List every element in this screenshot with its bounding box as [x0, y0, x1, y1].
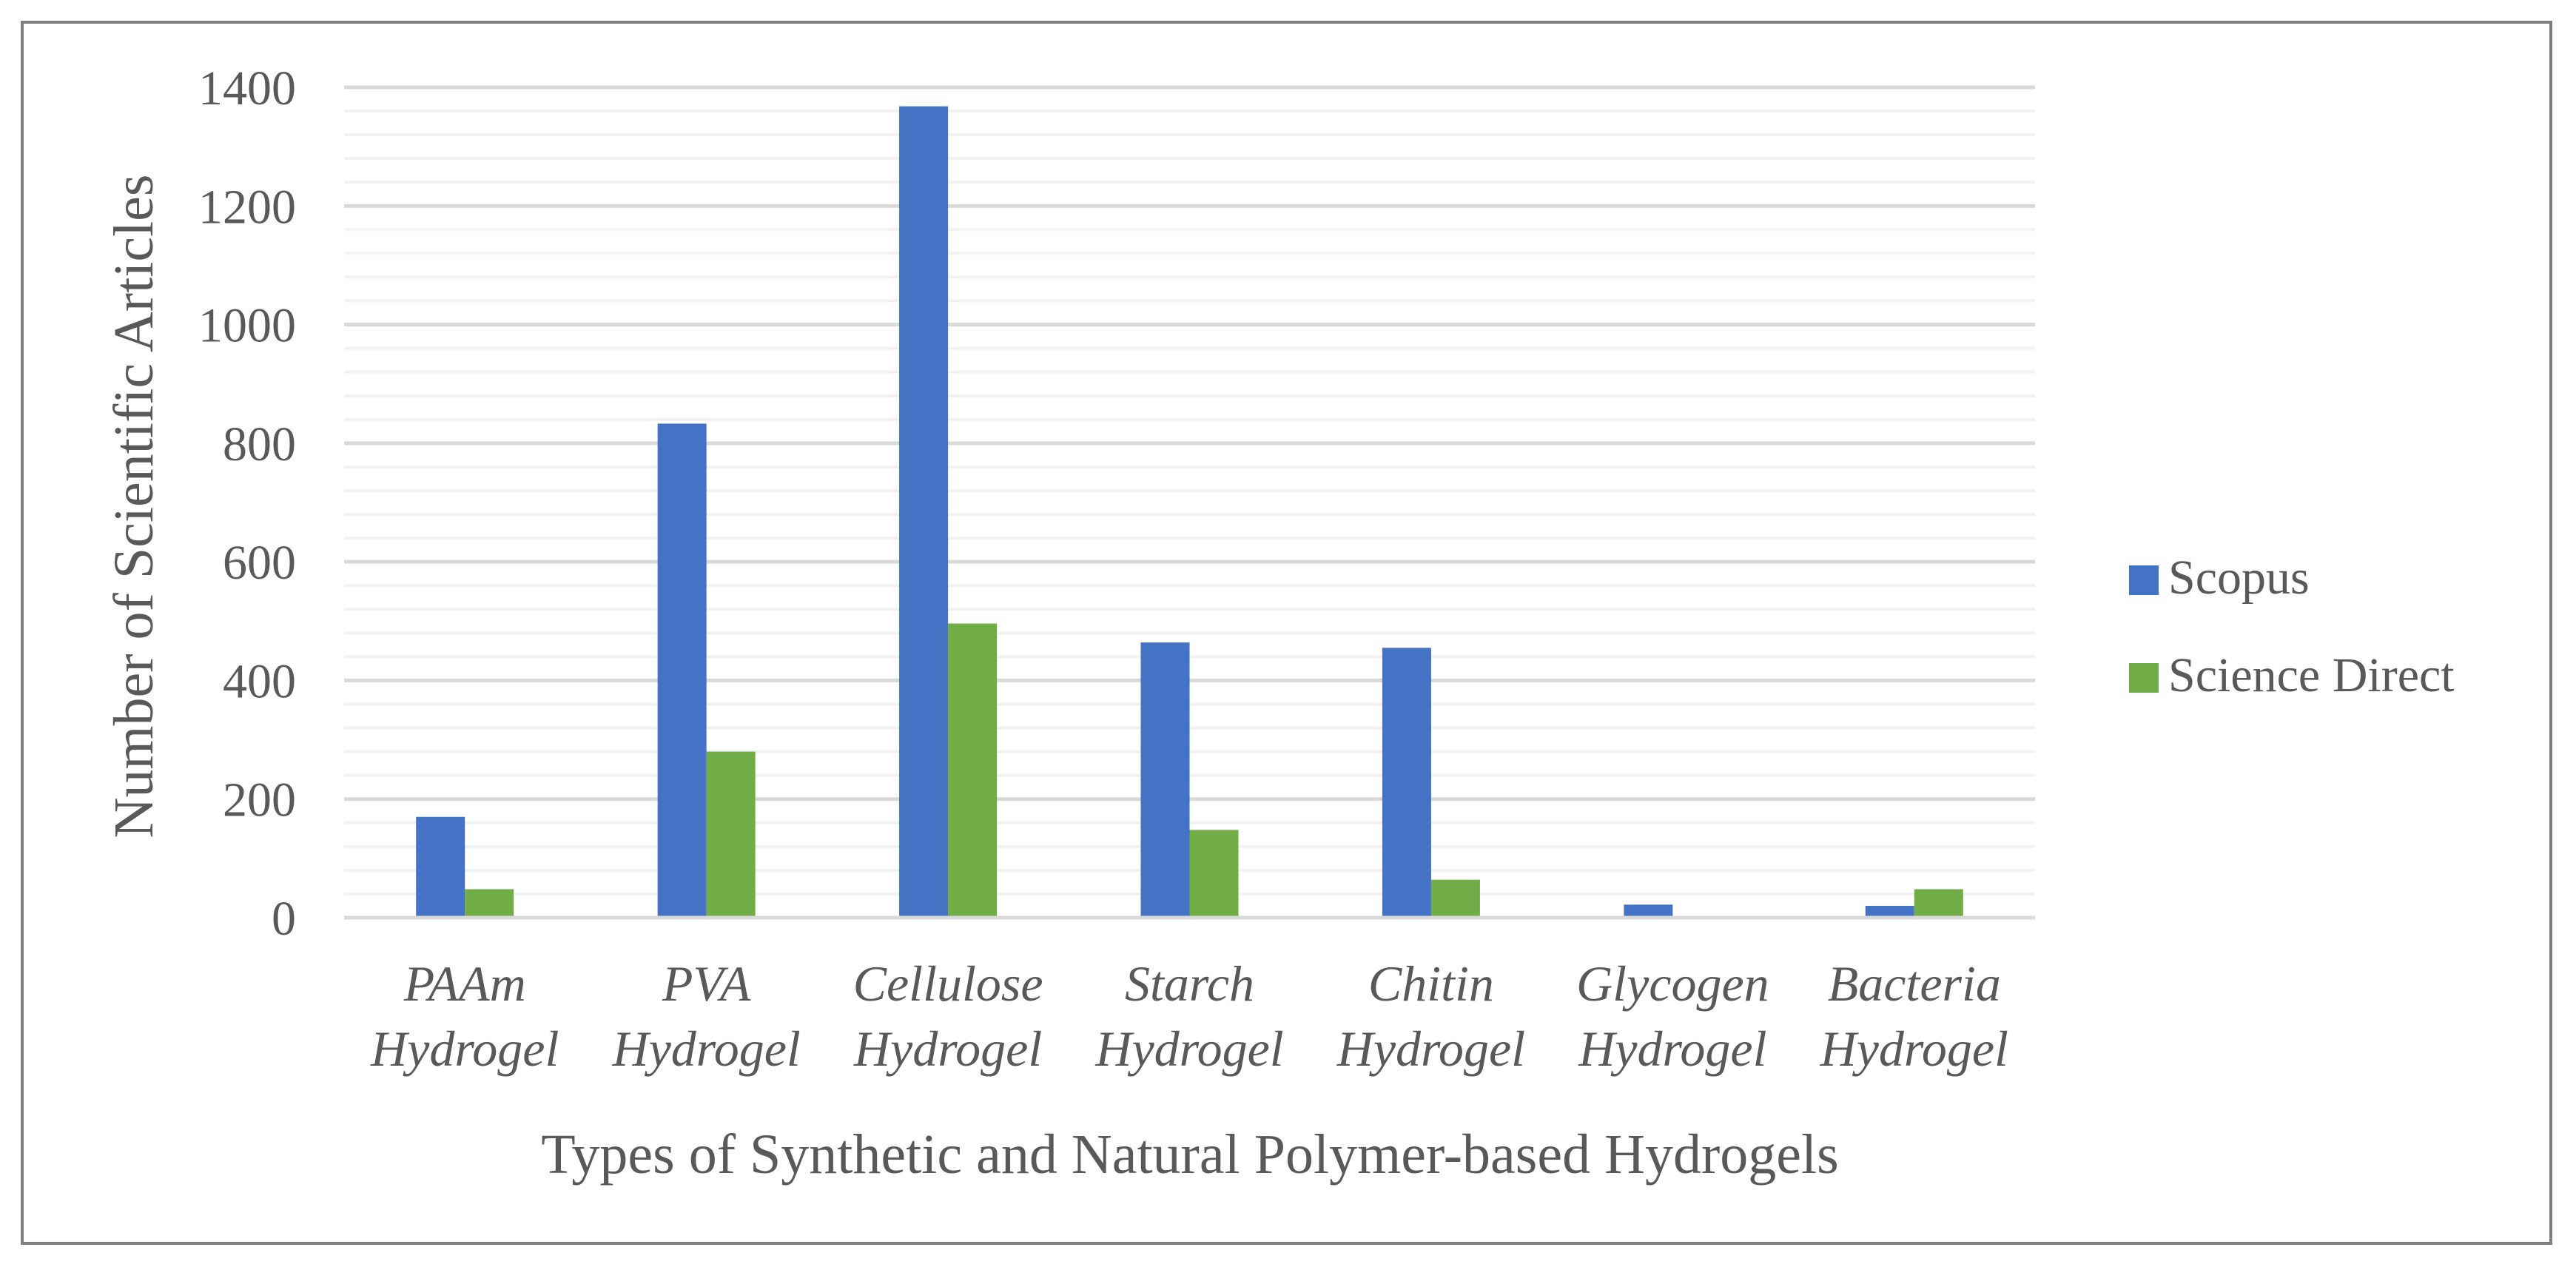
- y-tick-label: 800: [223, 417, 296, 471]
- y-axis-title: Number of Scientific Articles: [103, 175, 165, 838]
- x-category-label: Hydrogel: [1336, 1021, 1525, 1077]
- bar-science-direct: [465, 889, 514, 918]
- y-tick-label: 1200: [198, 180, 296, 234]
- gridlines: [344, 85, 2035, 895]
- y-tick-label: 1400: [198, 61, 296, 115]
- bar-scopus: [657, 423, 707, 918]
- legend: Scopus Science Direct: [2129, 551, 2455, 702]
- bar-science-direct: [706, 751, 756, 918]
- x-category-label: Chitin: [1368, 955, 1494, 1012]
- bar-scopus: [1624, 904, 1673, 918]
- y-tick-label: 400: [223, 654, 296, 708]
- x-axis-title: Types of Synthetic and Natural Polymer-b…: [541, 1123, 1838, 1186]
- chart-frame: [21, 21, 2552, 1245]
- bar-scopus: [1140, 642, 1190, 918]
- y-tick-label: 0: [272, 892, 296, 946]
- x-category-label: Hydrogel: [1578, 1021, 1766, 1077]
- x-category-label: Hydrogel: [370, 1021, 559, 1077]
- bar-scopus: [416, 816, 465, 918]
- x-category-label: PVA: [662, 955, 751, 1012]
- y-tick-label: 1000: [198, 299, 296, 353]
- legend-swatch: [2129, 663, 2159, 693]
- legend-swatch: [2129, 565, 2159, 595]
- x-category-label: Hydrogel: [1820, 1021, 2008, 1077]
- bar-scopus: [1865, 905, 1914, 918]
- y-tick-label: 600: [223, 536, 296, 590]
- bar-science-direct: [1914, 889, 1963, 918]
- x-category-label: Glycogen: [1576, 955, 1769, 1012]
- legend-label: Science Direct: [2168, 648, 2455, 702]
- x-category-label: Starch: [1125, 955, 1254, 1012]
- x-category-label: Hydrogel: [611, 1021, 800, 1077]
- y-tick-label: 200: [223, 773, 296, 827]
- x-category-label: PAAm: [403, 955, 526, 1012]
- bar-scopus: [899, 106, 949, 918]
- x-category-label: Cellulose: [853, 955, 1043, 1012]
- x-category-label: Bacteria: [1828, 955, 2001, 1012]
- bars: [416, 106, 1963, 918]
- x-category-label: Hydrogel: [1094, 1021, 1283, 1077]
- x-axis-categories: PAAm Hydrogel PVA Hydrogel Cellulose Hydrogel…: [370, 955, 2008, 1077]
- bar-science-direct: [1430, 879, 1480, 918]
- y-axis-ticks: 0 200 400 600 800 1000 1200 1400: [198, 61, 296, 946]
- bar-science-direct: [1189, 830, 1239, 918]
- x-category-label: Hydrogel: [853, 1021, 1042, 1077]
- legend-label: Scopus: [2168, 551, 2310, 605]
- bar-science-direct: [948, 623, 998, 918]
- bar-scopus: [1382, 648, 1431, 918]
